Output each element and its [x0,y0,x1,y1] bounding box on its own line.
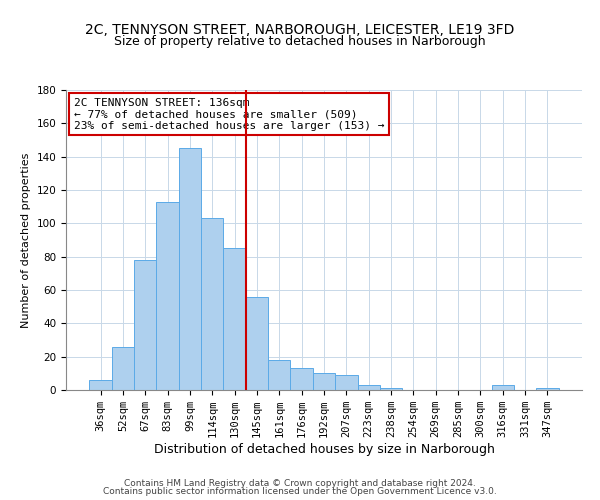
Bar [335,375,358,390]
Bar [246,296,268,390]
Bar [536,388,559,390]
Bar [223,248,246,390]
Text: 2C, TENNYSON STREET, NARBOROUGH, LEICESTER, LE19 3FD: 2C, TENNYSON STREET, NARBOROUGH, LEICEST… [85,22,515,36]
Bar [157,202,179,390]
Bar [491,385,514,390]
Bar [201,218,223,390]
Bar [358,385,380,390]
Text: Contains public sector information licensed under the Open Government Licence v3: Contains public sector information licen… [103,487,497,496]
Bar [313,374,335,390]
Bar [134,260,157,390]
Bar [380,388,402,390]
Bar [290,368,313,390]
Text: Contains HM Land Registry data © Crown copyright and database right 2024.: Contains HM Land Registry data © Crown c… [124,478,476,488]
X-axis label: Distribution of detached houses by size in Narborough: Distribution of detached houses by size … [154,443,494,456]
Bar [112,346,134,390]
Bar [268,360,290,390]
Y-axis label: Number of detached properties: Number of detached properties [21,152,31,328]
Bar [179,148,201,390]
Text: 2C TENNYSON STREET: 136sqm
← 77% of detached houses are smaller (509)
23% of sem: 2C TENNYSON STREET: 136sqm ← 77% of deta… [74,98,384,130]
Bar [89,380,112,390]
Text: Size of property relative to detached houses in Narborough: Size of property relative to detached ho… [114,35,486,48]
